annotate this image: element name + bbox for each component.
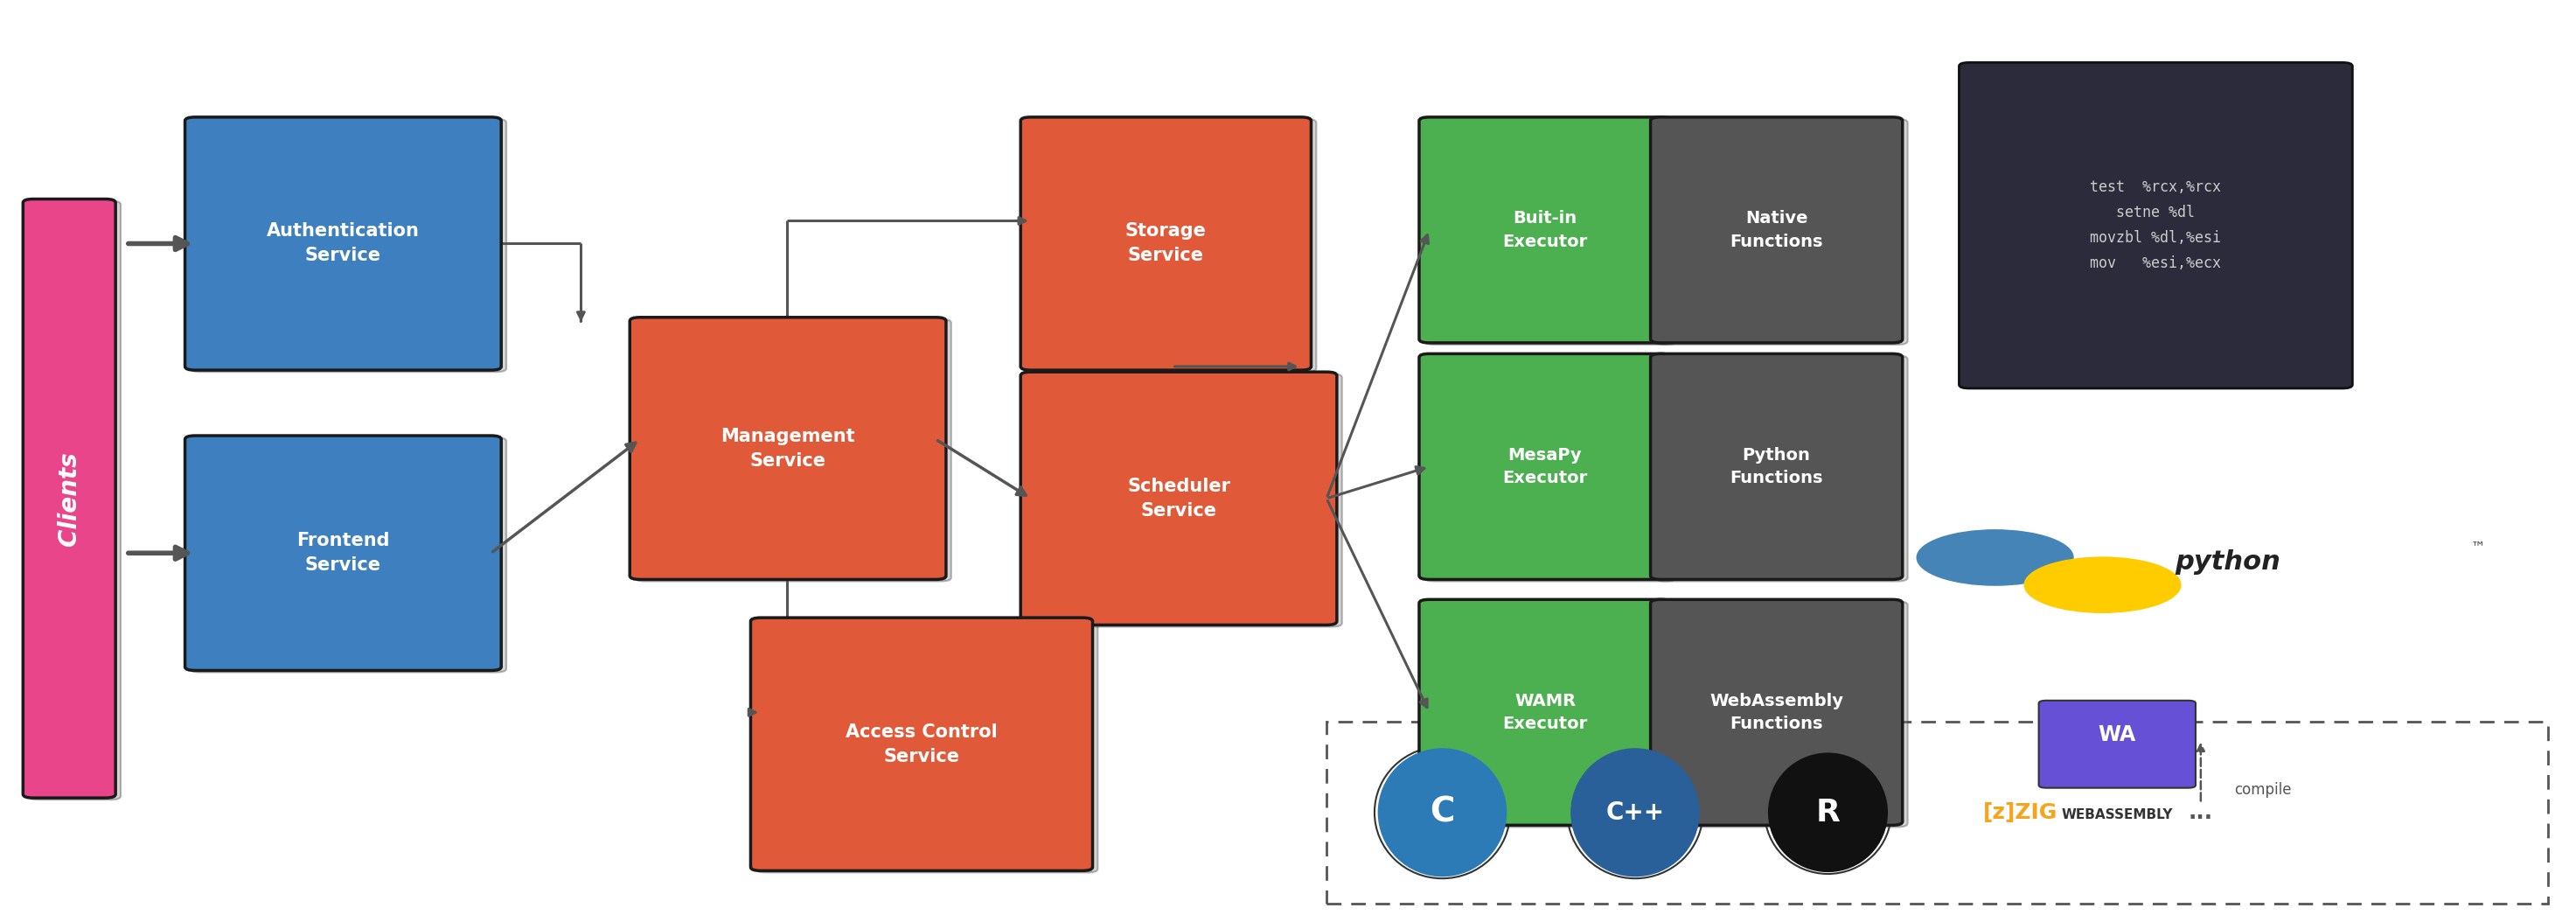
Circle shape	[2025, 557, 2182, 612]
Text: Clients: Clients	[57, 451, 82, 545]
FancyBboxPatch shape	[1425, 356, 1677, 581]
FancyBboxPatch shape	[1419, 117, 1672, 343]
FancyBboxPatch shape	[1425, 601, 1677, 827]
Text: MesaPy
Executor: MesaPy Executor	[1502, 447, 1587, 487]
Text: Storage
Service: Storage Service	[1126, 222, 1206, 264]
FancyBboxPatch shape	[185, 436, 502, 671]
FancyBboxPatch shape	[1419, 599, 1672, 825]
FancyBboxPatch shape	[1960, 62, 2352, 388]
Text: Buit-in
Executor: Buit-in Executor	[1502, 210, 1587, 250]
FancyBboxPatch shape	[1020, 371, 1337, 625]
FancyBboxPatch shape	[1656, 119, 1909, 345]
Text: ...: ...	[2190, 802, 2213, 823]
Text: WEBASSEMBLY: WEBASSEMBLY	[2061, 808, 2174, 821]
FancyBboxPatch shape	[1656, 356, 1909, 581]
FancyBboxPatch shape	[1651, 354, 1904, 579]
Text: [z]ZIG: [z]ZIG	[1984, 802, 2058, 823]
FancyBboxPatch shape	[1020, 117, 1311, 371]
Text: R: R	[1816, 798, 1839, 827]
FancyBboxPatch shape	[1025, 373, 1342, 627]
FancyBboxPatch shape	[185, 117, 502, 371]
Text: ™: ™	[2470, 540, 2486, 555]
Text: WebAssembly
Functions: WebAssembly Functions	[1710, 693, 1844, 732]
FancyBboxPatch shape	[629, 318, 945, 579]
Circle shape	[1917, 530, 2074, 586]
FancyBboxPatch shape	[2038, 701, 2195, 788]
Text: WA: WA	[2099, 725, 2136, 746]
FancyBboxPatch shape	[191, 119, 507, 371]
Text: Management
Service: Management Service	[721, 427, 855, 469]
Text: C: C	[1430, 796, 1455, 829]
FancyBboxPatch shape	[1425, 119, 1677, 345]
FancyBboxPatch shape	[634, 319, 951, 581]
FancyBboxPatch shape	[23, 199, 116, 798]
FancyBboxPatch shape	[1651, 599, 1904, 825]
Bar	[1327, 721, 2548, 903]
FancyBboxPatch shape	[191, 437, 507, 673]
FancyBboxPatch shape	[28, 200, 121, 800]
Text: C++: C++	[1605, 801, 1664, 824]
Text: Python
Functions: Python Functions	[1731, 447, 1824, 487]
Ellipse shape	[1571, 748, 1700, 877]
Text: compile: compile	[2233, 781, 2293, 798]
Text: Authentication
Service: Authentication Service	[268, 222, 420, 264]
Text: test  %rcx,%rcx
setne %dl
movzbl %dl,%esi
mov   %esi,%ecx: test %rcx,%rcx setne %dl movzbl %dl,%esi…	[2089, 179, 2221, 272]
Ellipse shape	[1770, 753, 1888, 872]
FancyBboxPatch shape	[750, 618, 1092, 871]
Text: python: python	[2174, 550, 2280, 575]
Text: Frontend
Service: Frontend Service	[296, 532, 389, 574]
FancyBboxPatch shape	[1656, 601, 1909, 827]
Ellipse shape	[1378, 748, 1507, 877]
Text: Access Control
Service: Access Control Service	[845, 723, 997, 765]
FancyBboxPatch shape	[755, 619, 1097, 873]
FancyBboxPatch shape	[1651, 117, 1904, 343]
Text: Native
Functions: Native Functions	[1731, 210, 1824, 250]
Text: Scheduler
Service: Scheduler Service	[1128, 478, 1231, 520]
Text: WAMR
Executor: WAMR Executor	[1502, 693, 1587, 732]
FancyBboxPatch shape	[1025, 119, 1316, 371]
FancyBboxPatch shape	[1419, 354, 1672, 579]
